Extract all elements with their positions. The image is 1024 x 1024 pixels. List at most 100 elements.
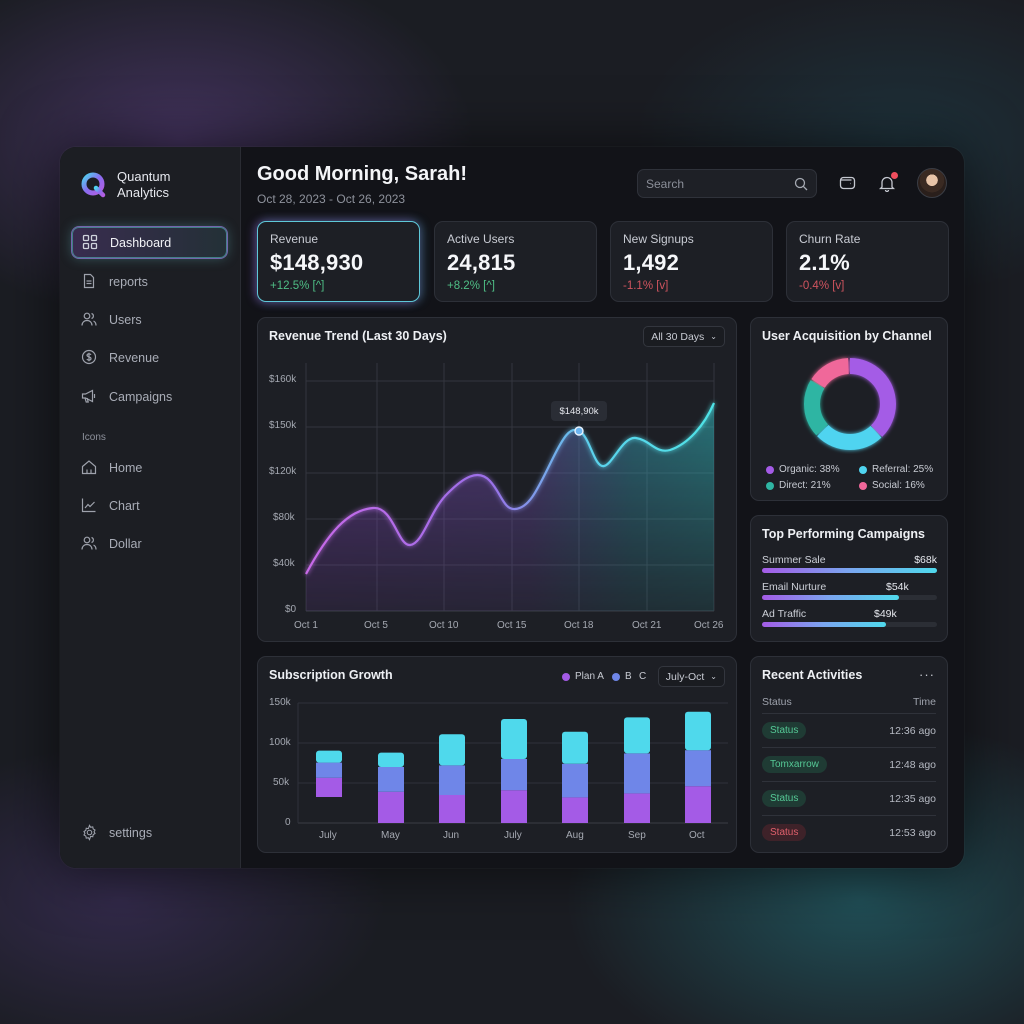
campaign-row[interactable]: Summer Sale $68k bbox=[762, 554, 937, 573]
wallet-icon bbox=[839, 176, 855, 190]
sidebar-item-label: reports bbox=[109, 274, 148, 289]
bar-oct[interactable] bbox=[685, 711, 711, 823]
date-range[interactable]: Oct 28, 2023 - Oct 26, 2023 bbox=[257, 192, 406, 206]
megaphone-icon bbox=[81, 388, 99, 406]
y-tick: $80k bbox=[273, 512, 295, 523]
table-row[interactable]: Status 12:36 ago bbox=[762, 713, 936, 747]
avatar[interactable] bbox=[917, 168, 947, 198]
table-row[interactable]: Tomxarrow 12:48 ago bbox=[762, 747, 936, 781]
kpi-label: Revenue bbox=[270, 232, 319, 246]
sidebar-item-reports[interactable]: reports bbox=[72, 266, 227, 297]
sidebar-item-revenue[interactable]: Revenue bbox=[72, 342, 227, 373]
legend-item-plan-c: C bbox=[639, 671, 647, 682]
kpi-value: 2.1% bbox=[799, 250, 850, 275]
kpi-value: 1,492 bbox=[623, 250, 680, 275]
sidebar-section-label: Icons bbox=[82, 432, 106, 443]
table-row[interactable]: Status 12:53 ago bbox=[762, 815, 936, 849]
progress-bar bbox=[762, 622, 937, 627]
y-tick: $120k bbox=[269, 466, 297, 477]
x-tick: Oct 10 bbox=[429, 620, 459, 631]
page-title: Good Morning, Sarah! bbox=[257, 163, 467, 185]
kpi-delta: -1.1% [v] bbox=[623, 280, 669, 292]
sidebar-item-campaigns[interactable]: Campaigns bbox=[72, 381, 227, 412]
donut-slice-organic[interactable] bbox=[804, 358, 896, 450]
sidebar-item-chart[interactable]: Chart bbox=[72, 490, 227, 521]
user-acquisition-card: User Acquisition by Channel Organic: 38%… bbox=[750, 317, 948, 501]
kpi-label: Churn Rate bbox=[799, 232, 861, 246]
users-icon bbox=[81, 311, 99, 329]
sidebar-item-label: settings bbox=[109, 825, 153, 840]
tooltip-point[interactable] bbox=[574, 426, 584, 436]
y-tick: $40k bbox=[273, 558, 295, 569]
bar-sep[interactable] bbox=[624, 717, 650, 823]
kpi-card-churn-rate[interactable]: Churn Rate 2.1% -0.4% [v] bbox=[786, 221, 949, 302]
subscription-growth-card: Subscription Growth Plan A B C July-Oct … bbox=[257, 656, 737, 853]
x-tick: Oct 21 bbox=[632, 620, 662, 631]
card-title: Revenue Trend (Last 30 Days) bbox=[269, 329, 447, 343]
sidebar-item-settings[interactable]: settings bbox=[72, 817, 227, 848]
grid-icon bbox=[82, 234, 100, 252]
donut-slice-direct[interactable] bbox=[804, 358, 896, 450]
search-input[interactable] bbox=[646, 176, 776, 191]
legend-item-direct: Direct: 21% bbox=[766, 480, 831, 491]
bar-aug[interactable] bbox=[562, 731, 588, 823]
line-chart-icon bbox=[81, 497, 99, 515]
main-content: Good Morning, Sarah! Oct 28, 2023 - Oct … bbox=[241, 147, 964, 868]
y-tick: $0 bbox=[285, 604, 297, 615]
wallet-button[interactable] bbox=[837, 173, 857, 193]
range-dropdown[interactable]: All 30 Days ⌄ bbox=[643, 326, 725, 347]
period-dropdown[interactable]: July-Oct ⌄ bbox=[657, 666, 725, 687]
status-badge: Status bbox=[762, 790, 807, 807]
progress-bar bbox=[762, 595, 937, 600]
sidebar-item-dollar[interactable]: Dollar bbox=[72, 528, 227, 559]
acquisition-donut-chart[interactable] bbox=[800, 354, 900, 454]
donut-slice-referral[interactable] bbox=[804, 358, 896, 450]
campaign-row[interactable]: Ad Traffic $49k bbox=[762, 608, 937, 627]
search-box[interactable] bbox=[637, 169, 817, 198]
card-title: Recent Activities bbox=[762, 668, 863, 682]
notifications-button[interactable] bbox=[877, 172, 898, 193]
sidebar-item-label: Revenue bbox=[109, 350, 160, 365]
status-badge: Tomxarrow bbox=[762, 756, 827, 773]
sidebar-item-label: Users bbox=[109, 312, 142, 327]
card-title: Top Performing Campaigns bbox=[762, 527, 925, 541]
x-tick: Oct 15 bbox=[497, 620, 527, 631]
table-row[interactable]: Status 12:35 ago bbox=[762, 781, 936, 815]
y-tick: 50k bbox=[273, 777, 290, 788]
search-icon[interactable] bbox=[794, 177, 808, 191]
x-tick: May bbox=[381, 830, 400, 841]
chevron-down-icon: ⌄ bbox=[710, 672, 717, 681]
progress-bar bbox=[762, 568, 937, 573]
bar-july-1[interactable] bbox=[316, 750, 342, 797]
status-badge: Status bbox=[762, 722, 807, 739]
kpi-card-revenue[interactable]: Revenue $148,930 +12.5% [^] bbox=[257, 221, 420, 302]
top-campaigns-card: Top Performing Campaigns Summer Sale $68… bbox=[750, 515, 948, 642]
home-icon bbox=[81, 459, 99, 477]
kpi-value: 24,815 bbox=[447, 250, 516, 275]
sidebar-item-users[interactable]: Users bbox=[72, 304, 227, 335]
subscription-stacked-bar-chart[interactable] bbox=[258, 657, 738, 854]
sidebar-item-home[interactable]: Home bbox=[72, 452, 227, 483]
sidebar-item-dashboard[interactable]: Dashboard bbox=[72, 227, 227, 258]
bar-july-2[interactable] bbox=[501, 719, 527, 823]
kpi-card-new-signups[interactable]: New Signups 1,492 -1.1% [v] bbox=[610, 221, 773, 302]
gear-icon bbox=[81, 823, 99, 842]
y-tick: $150k bbox=[269, 420, 297, 431]
kpi-label: New Signups bbox=[623, 232, 694, 246]
y-tick: 150k bbox=[269, 697, 291, 708]
bar-jun[interactable] bbox=[439, 734, 465, 823]
x-tick: Oct bbox=[689, 830, 705, 841]
y-tick: $160k bbox=[269, 374, 297, 385]
brand[interactable]: Quantum Analytics bbox=[80, 169, 170, 201]
tooltip-text: $148,90k bbox=[559, 405, 599, 417]
x-tick: Sep bbox=[628, 830, 646, 841]
campaign-row[interactable]: Email Nurture $54k bbox=[762, 581, 937, 600]
more-options-icon[interactable]: ··· bbox=[919, 667, 935, 682]
x-tick: July bbox=[504, 830, 522, 841]
sidebar-item-label: Campaigns bbox=[109, 389, 173, 404]
sidebar-item-label: Dollar bbox=[109, 536, 142, 551]
bar-may[interactable] bbox=[378, 752, 404, 823]
kpi-card-active-users[interactable]: Active Users 24,815 +8.2% [^] bbox=[434, 221, 597, 302]
revenue-area-chart[interactable] bbox=[258, 318, 738, 643]
x-tick: Oct 1 bbox=[294, 620, 318, 631]
